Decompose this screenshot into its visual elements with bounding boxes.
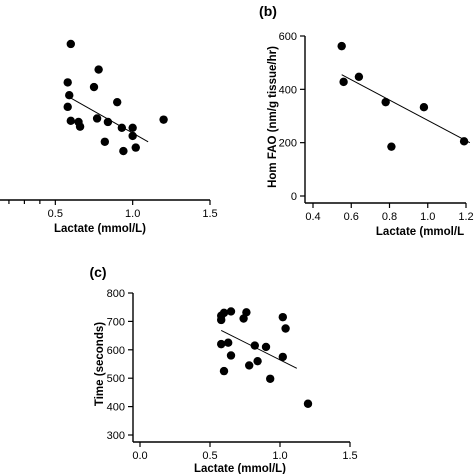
- panel-label: (b): [259, 3, 277, 19]
- data-point: [226, 351, 236, 360]
- data-point: [75, 122, 85, 131]
- data-point: [303, 399, 313, 408]
- data-point: [128, 123, 137, 132]
- x-axis-title: Lactate (mmol/L): [194, 463, 286, 474]
- data-point: [266, 374, 275, 383]
- data-point: [281, 324, 290, 333]
- data-point: [250, 341, 259, 350]
- data-point: [239, 314, 248, 323]
- x-tick-label: 0.6: [344, 211, 359, 223]
- data-point: [217, 339, 226, 349]
- x-tick-label: 1.0: [125, 208, 140, 220]
- data-point: [65, 91, 74, 100]
- data-point: [337, 41, 346, 51]
- data-point: [253, 356, 262, 366]
- data-point: [119, 146, 128, 156]
- data-point: [113, 97, 122, 107]
- data-point: [226, 307, 236, 316]
- data-point: [66, 116, 76, 126]
- data-point: [94, 65, 103, 74]
- x-tick-label: 0.4: [305, 211, 320, 223]
- data-point: [387, 142, 396, 151]
- trend-line: [220, 330, 298, 369]
- data-point: [66, 39, 76, 49]
- data-point: [261, 342, 271, 352]
- data-point: [92, 114, 102, 123]
- data-point: [128, 131, 137, 141]
- data-point: [278, 312, 287, 322]
- data-point: [354, 72, 364, 82]
- data-point: [242, 308, 251, 317]
- x-tick-label: 1.5: [342, 450, 357, 462]
- y-tick-label: 300: [107, 430, 125, 442]
- data-point: [63, 78, 72, 87]
- y-tick-label: 0: [291, 191, 297, 203]
- data-point: [219, 308, 229, 318]
- data-point: [217, 315, 226, 325]
- x-axis-title: Lactate (mmol/L): [54, 223, 146, 235]
- trend-line: [341, 74, 471, 144]
- y-tick-label: 400: [107, 402, 125, 414]
- panel-label: (c): [89, 264, 106, 280]
- data-point: [100, 137, 110, 146]
- data-point: [159, 115, 168, 124]
- x-tick-label: 0.5: [202, 450, 217, 462]
- data-point: [339, 77, 348, 87]
- y-tick-label: 400: [279, 84, 297, 96]
- y-tick-label: 600: [279, 31, 297, 43]
- x-axis-title: Lactate (mmol/L: [376, 226, 464, 238]
- data-point: [224, 338, 233, 347]
- data-point: [131, 143, 140, 152]
- data-point: [103, 117, 113, 127]
- data-point: [117, 123, 127, 132]
- data-point: [63, 102, 72, 112]
- data-point: [278, 352, 287, 362]
- y-axis-title: Hom FAO (nm/g tissue/hr): [267, 46, 279, 188]
- data-point: [219, 366, 229, 376]
- y-axis-title: Time (seconds): [94, 322, 106, 406]
- y-tick-label: 500: [107, 373, 125, 385]
- x-tick-label: 1.0: [272, 450, 287, 462]
- y-tick-label: 600: [107, 345, 125, 357]
- x-tick-label: 1.5: [202, 208, 217, 220]
- y-tick-label: 200: [279, 138, 297, 150]
- x-tick-label: 1.0: [420, 211, 435, 223]
- data-point: [89, 82, 99, 92]
- data-point: [419, 103, 429, 112]
- x-tick-label: 0.8: [382, 211, 397, 223]
- data-point: [381, 97, 390, 107]
- y-tick-label: 700: [107, 316, 125, 328]
- x-tick-label: 1.2: [458, 211, 473, 223]
- y-tick-label: 800: [107, 288, 125, 300]
- x-tick-label: 0.0: [132, 450, 147, 462]
- data-point: [459, 137, 469, 146]
- x-tick-label: 0.5: [48, 208, 63, 220]
- data-point: [245, 361, 254, 370]
